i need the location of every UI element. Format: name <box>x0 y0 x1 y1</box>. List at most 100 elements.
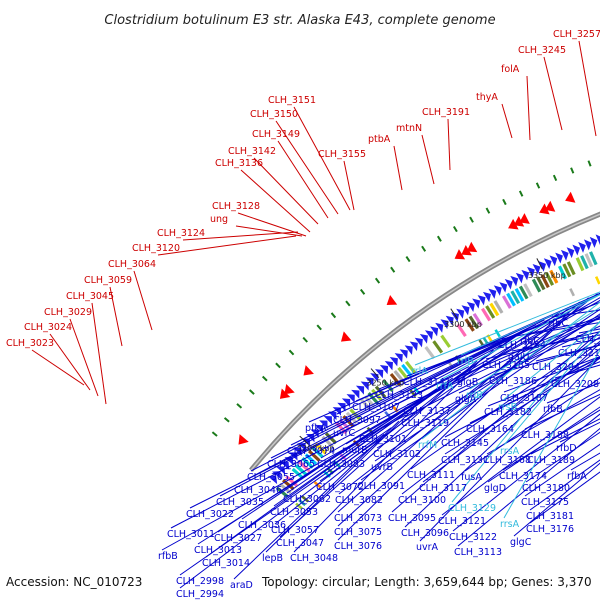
cog-segment <box>584 253 594 268</box>
gene-arrow <box>360 381 369 391</box>
cog-segment-inner <box>494 329 501 338</box>
gene-label: CLH_3176 <box>526 524 574 535</box>
leader-line <box>421 134 435 185</box>
gene-label: CLH_3137 <box>403 406 451 417</box>
leader-line <box>492 344 600 376</box>
leader-line <box>469 356 600 424</box>
gene-label: CLH_3191 <box>422 107 470 118</box>
gene-label: CLH_3029 <box>44 307 92 318</box>
gene-label: CLH_3073 <box>334 513 382 524</box>
leader-line <box>444 357 600 455</box>
gene-arrow <box>375 369 384 379</box>
gene-label: CLH_3145 <box>441 438 489 449</box>
cog-segment <box>468 315 479 330</box>
track-tick <box>345 300 351 307</box>
rna-label: rrlB <box>466 390 483 401</box>
track-tick <box>330 312 337 319</box>
gene-label: uvrC <box>333 428 356 439</box>
cog-segment <box>404 360 417 374</box>
cog-segment <box>589 251 598 266</box>
rna-label: rrlB <box>457 356 474 367</box>
gene-label: ptbA <box>368 134 391 145</box>
gene-arrow <box>409 341 418 352</box>
gene-label: CLH_3011 <box>167 529 215 540</box>
track-tick <box>223 417 230 423</box>
leader-line <box>525 431 600 483</box>
gene-arrow <box>419 333 428 344</box>
cog-segment <box>294 464 308 476</box>
gene-label: CLH_3219 <box>575 334 600 345</box>
track-tick <box>518 190 524 197</box>
leader-line <box>274 349 494 525</box>
leader-line <box>524 443 600 497</box>
leader-line <box>336 293 600 428</box>
leader-line <box>182 231 299 241</box>
gene-arrow <box>538 261 547 272</box>
gene-arrow <box>595 234 600 245</box>
gene-label: CLH_3150 <box>250 109 298 120</box>
gene-arrow <box>424 330 434 340</box>
track-tick <box>302 336 308 343</box>
leader-line <box>501 321 600 402</box>
gene-label: CLH_3155 <box>318 149 366 160</box>
red-arrow <box>461 245 472 256</box>
track-tick <box>552 174 558 181</box>
gene-label: CLH_3022 <box>186 509 234 520</box>
gene-label: glgA <box>455 394 477 405</box>
leader-line <box>404 342 600 528</box>
rna-label: rrsA <box>500 446 520 457</box>
leader-line <box>578 40 597 137</box>
cog-segment <box>374 385 387 399</box>
gene-arrow <box>355 385 365 395</box>
leader-line <box>460 293 600 356</box>
gene-label: rfbC <box>548 318 568 329</box>
red-arrow <box>454 249 466 260</box>
rna-label: rrfA <box>436 381 454 392</box>
gene-label: CLH_3131 <box>441 455 489 466</box>
track-tick <box>288 349 295 356</box>
leader-line <box>513 462 600 537</box>
gene-label: CLH_3141 <box>403 377 451 388</box>
cog-segment <box>397 366 409 380</box>
gene-arrow <box>549 255 558 267</box>
gene-arrow <box>543 258 552 269</box>
red-arrow <box>238 434 249 445</box>
track-tick <box>469 216 474 223</box>
gene-label: murB <box>342 445 368 456</box>
gene-arrow <box>430 326 439 337</box>
leader-line <box>421 301 600 440</box>
gene-label: CLH_3023 <box>6 338 54 349</box>
leader-line <box>464 377 600 472</box>
leader-line <box>279 360 478 538</box>
leader-line <box>503 330 600 446</box>
red-arrow <box>565 191 576 203</box>
cog-segment <box>349 408 362 421</box>
gene-label: CLH_3182 <box>484 407 532 418</box>
gene-label: CLH_3257 <box>553 29 600 40</box>
label-leaders <box>31 40 600 589</box>
gene-arrow <box>351 389 360 399</box>
cog-segment <box>489 302 500 317</box>
cog-segment <box>575 257 585 272</box>
track-tick <box>374 277 381 284</box>
cog-segment <box>301 456 314 469</box>
red-arrow <box>513 215 525 227</box>
track-tick <box>211 431 218 437</box>
cog-segment <box>304 453 318 466</box>
gene-label: thyA <box>476 92 498 103</box>
leader-line <box>189 371 462 509</box>
leader-line <box>91 302 107 405</box>
cog-segment <box>371 388 383 402</box>
gene-label: rfbC <box>520 336 540 347</box>
leader-line <box>451 320 600 503</box>
leader-line <box>237 212 307 237</box>
track-tick <box>249 389 255 395</box>
gene-label: CLH_3100 <box>398 495 446 506</box>
gene-label: CLH_3189 <box>527 455 575 466</box>
cog-segment <box>481 307 492 322</box>
gene-label: CLH_3208 <box>551 379 599 390</box>
cog-segment <box>544 271 555 286</box>
gene-label: CLH_3111 <box>407 470 455 481</box>
gene-label: CLH_3097 <box>333 415 381 426</box>
gene-label: CLH_3076 <box>334 541 382 552</box>
